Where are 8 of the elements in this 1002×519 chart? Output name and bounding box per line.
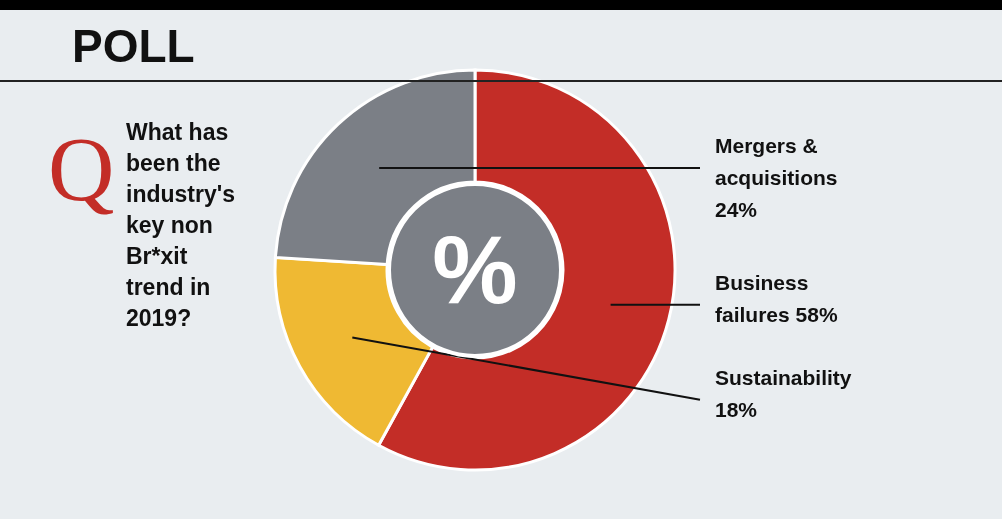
slice-label: Business failures 58% [715, 270, 838, 326]
text: What has been the industry's key non Br*xit trend in 2019? [126, 119, 235, 331]
chart-title: POLL [72, 20, 195, 72]
data-label: 18% [715, 397, 758, 421]
slice-label: Sustainability [715, 365, 852, 389]
text: Q [48, 118, 115, 220]
slice-label: Mergers & acquisitions [715, 133, 838, 189]
data-label: 24% [715, 197, 758, 221]
